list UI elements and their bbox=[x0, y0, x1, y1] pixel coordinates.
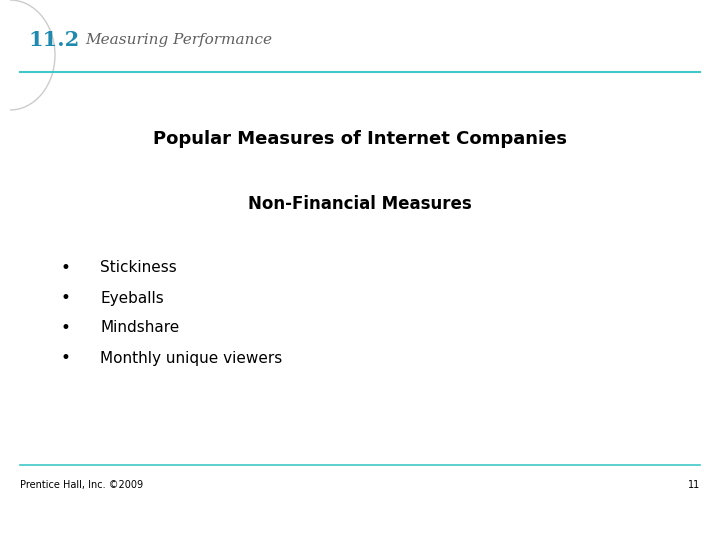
Text: Monthly unique viewers: Monthly unique viewers bbox=[100, 350, 282, 366]
Text: Prentice Hall, Inc. ©2009: Prentice Hall, Inc. ©2009 bbox=[20, 480, 143, 490]
Text: 11.2: 11.2 bbox=[28, 30, 79, 50]
Text: Non-Financial Measures: Non-Financial Measures bbox=[248, 195, 472, 213]
Text: •: • bbox=[60, 259, 70, 277]
Text: Measuring Performance: Measuring Performance bbox=[85, 33, 272, 47]
Text: •: • bbox=[60, 319, 70, 337]
Text: Stickiness: Stickiness bbox=[100, 260, 176, 275]
Text: •: • bbox=[60, 349, 70, 367]
Text: Mindshare: Mindshare bbox=[100, 321, 179, 335]
Text: 11: 11 bbox=[688, 480, 700, 490]
Text: Popular Measures of Internet Companies: Popular Measures of Internet Companies bbox=[153, 130, 567, 148]
Text: •: • bbox=[60, 289, 70, 307]
Text: Eyeballs: Eyeballs bbox=[100, 291, 163, 306]
